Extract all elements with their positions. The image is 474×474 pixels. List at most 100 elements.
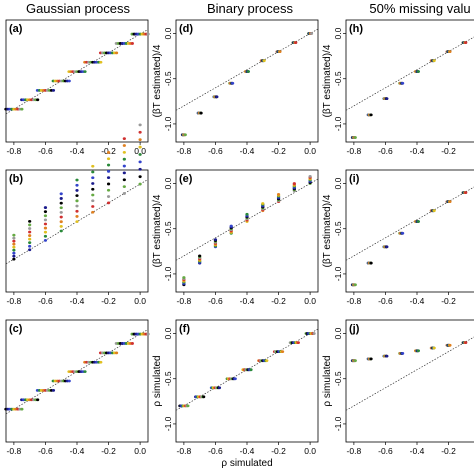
x-tick-label: -0.2 (101, 146, 116, 156)
data-point (432, 59, 436, 63)
data-point (215, 95, 219, 99)
data-point (28, 234, 32, 237)
data-point (122, 192, 126, 195)
data-point (138, 153, 142, 156)
data-point (296, 341, 300, 344)
y-tick-label: -0.5 (333, 221, 343, 236)
data-point (138, 175, 142, 179)
data-point (369, 113, 373, 117)
data-point (122, 185, 126, 189)
data-point (75, 199, 79, 203)
data-point (59, 201, 63, 205)
data-point (67, 79, 71, 83)
data-point (28, 219, 32, 223)
data-point (385, 354, 389, 358)
data-point (28, 248, 32, 252)
data-point (353, 359, 357, 363)
reference-line (345, 186, 474, 261)
plot-frame (345, 169, 474, 293)
data-point (312, 332, 316, 335)
data-point (261, 202, 265, 205)
data-point (12, 257, 16, 261)
data-point (12, 242, 16, 246)
data-point (183, 133, 187, 137)
data-point (280, 350, 285, 354)
x-tick-label: -0.2 (271, 296, 286, 306)
y-tick-label: -1.0 (163, 266, 173, 281)
panel-label: (b) (9, 173, 23, 185)
y-tick-label: -1.0 (163, 416, 173, 431)
data-point (83, 70, 87, 74)
data-point (401, 231, 405, 235)
data-point (122, 144, 126, 147)
data-point (130, 42, 134, 45)
y-axis-label: (βT estimated)/4 (322, 194, 333, 267)
data-point (91, 199, 95, 203)
data-point (43, 222, 48, 226)
panel-label: (d) (179, 23, 193, 35)
data-point (122, 164, 126, 168)
data-point (122, 150, 126, 154)
y-axis-label: (βT estimated)/4 (322, 44, 333, 117)
data-point (43, 234, 48, 238)
y-tick-label: -1.0 (333, 266, 343, 281)
data-point (294, 41, 298, 44)
plot-frame (5, 169, 149, 293)
data-point (75, 178, 79, 182)
x-tick-label: -0.2 (101, 446, 116, 456)
y-tick-label: 0.0 (163, 327, 173, 339)
data-point (12, 254, 16, 258)
data-point (233, 377, 237, 381)
data-point (106, 157, 111, 161)
data-point (99, 60, 103, 64)
x-tick-label: -0.6 (208, 296, 223, 306)
data-point (91, 205, 95, 208)
column-title-gaussian: Gaussian process (26, 1, 131, 16)
data-point (12, 251, 16, 255)
data-point (91, 193, 95, 197)
data-point (75, 204, 79, 208)
x-tick-label: -0.6 (208, 146, 223, 156)
data-point (353, 136, 357, 139)
plot-frame (345, 19, 474, 143)
x-tick-label: -0.4 (70, 146, 85, 156)
plot-frame (175, 169, 319, 293)
x-tick-label: -0.4 (240, 296, 255, 306)
x-tick-label: -0.2 (441, 446, 456, 456)
data-point (401, 81, 405, 85)
x-tick-label: 0.0 (304, 446, 316, 456)
data-point (12, 239, 16, 243)
data-point (43, 206, 48, 209)
data-point (114, 351, 119, 355)
data-point (146, 32, 150, 36)
x-tick-label: -0.4 (410, 446, 425, 456)
x-tick-label: -0.4 (70, 446, 85, 456)
data-point (292, 182, 296, 185)
plot-frame (345, 319, 474, 443)
data-point (43, 218, 48, 222)
y-tick-label: -1.0 (333, 416, 343, 431)
column-title-binary: Binary process (207, 1, 293, 16)
data-point (75, 220, 79, 224)
data-point (464, 341, 468, 344)
panel-a: (a) -0.8 -0.6 -0.4 -0.2 0.0 (4, 19, 150, 156)
panels-group: (a) -0.8 -0.6 -0.4 -0.2 0.0 (d) -0.8 -0.6 -0.4 -0.… (4, 19, 474, 469)
data-point (75, 215, 79, 218)
data-point (75, 194, 79, 198)
panel-label: (e) (179, 173, 193, 185)
data-point (59, 192, 63, 196)
data-point (59, 220, 63, 224)
data-point (75, 209, 79, 213)
data-point (59, 229, 63, 233)
data-point (245, 212, 249, 216)
x-tick-label: -0.4 (240, 446, 255, 456)
data-point (36, 398, 40, 402)
panel-label: (f) (179, 323, 190, 335)
x-tick-label: 0.0 (134, 296, 146, 306)
data-point (28, 230, 32, 234)
data-point (75, 183, 79, 187)
y-tick-label: 0.0 (333, 327, 343, 339)
x-tick-label: -0.6 (378, 296, 393, 306)
data-point (28, 244, 32, 248)
